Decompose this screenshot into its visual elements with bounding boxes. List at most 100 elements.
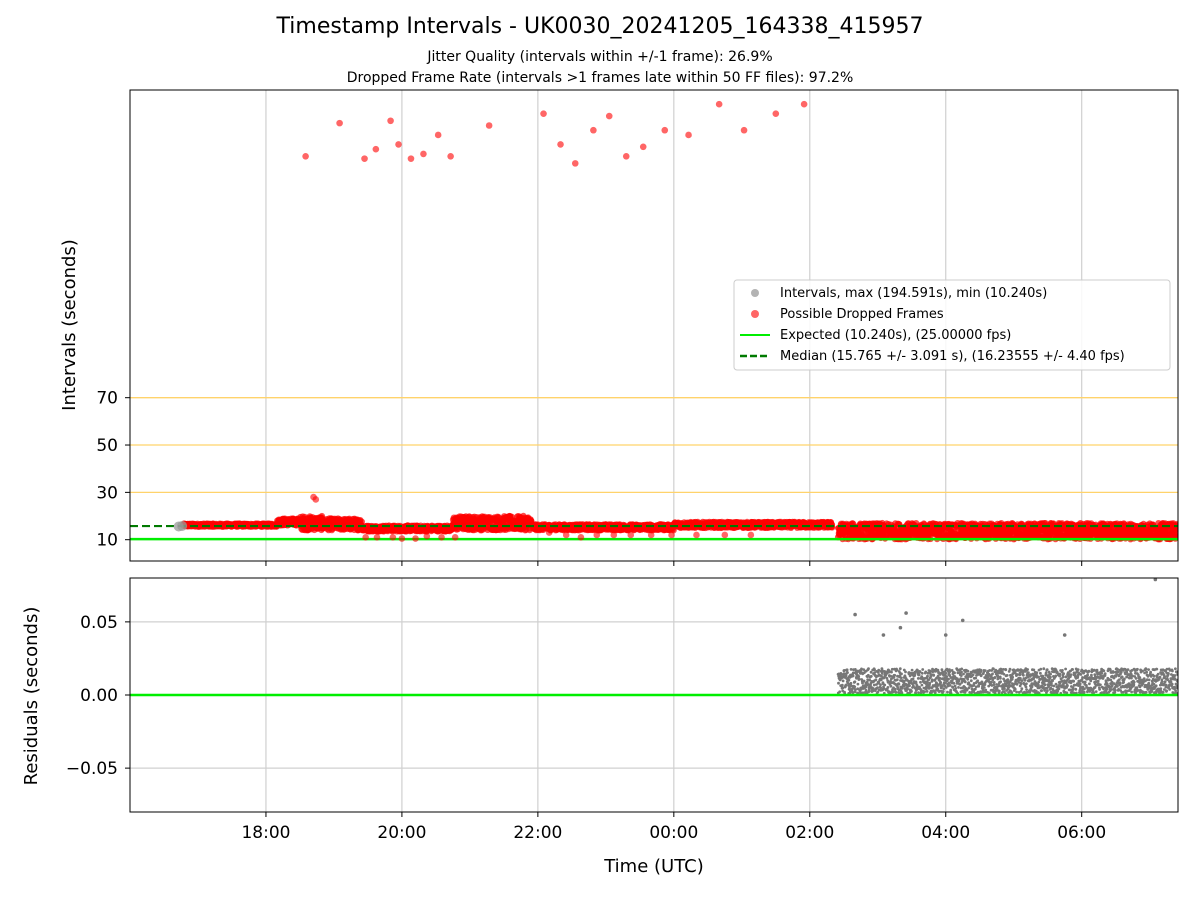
residual-band-point <box>972 684 976 687</box>
residual-band-point <box>916 677 920 680</box>
residual-band-point <box>897 682 901 686</box>
residual-band-point <box>971 673 975 677</box>
residual-band-point <box>851 671 855 675</box>
residual-band-point <box>871 689 875 693</box>
residual-band-point <box>982 686 986 689</box>
residual-band-point <box>928 681 932 685</box>
residual-band-point <box>999 676 1002 680</box>
residual-band-point <box>849 681 853 685</box>
residual-band-point <box>930 678 934 682</box>
legend: Intervals, max (194.591s), min (10.240s)… <box>733 279 1171 371</box>
residual-band-point <box>954 687 958 690</box>
residual-band-point <box>953 671 956 675</box>
residual-band-point <box>1012 668 1016 672</box>
residual-band-point <box>1019 689 1023 693</box>
residual-band-point <box>1010 677 1014 681</box>
residual-band-point <box>869 670 873 674</box>
residual-band-point <box>913 671 917 675</box>
residual-band-point <box>960 667 964 671</box>
dropped-frame-point <box>434 131 442 139</box>
residual-band-point <box>846 681 850 685</box>
residual-band-point <box>1007 670 1011 673</box>
residual-band-point <box>929 669 932 673</box>
residual-band-point <box>974 685 978 689</box>
dropped-frame-point <box>647 531 655 539</box>
dropped-frame-point <box>361 155 368 162</box>
residual-band-point <box>898 667 902 671</box>
residual-band-point <box>871 687 875 690</box>
residual-band-point <box>867 667 870 671</box>
dropped-frame-point <box>668 531 675 539</box>
legend-label-dropped: Possible Dropped Frames <box>780 307 944 322</box>
chart-title: Timestamp Intervals - UK0030_20241205_16… <box>276 14 924 39</box>
residual-band-point <box>942 687 946 691</box>
dropped-frame-point <box>685 131 692 139</box>
dropped-frame-point <box>661 126 669 134</box>
residual-band-point <box>998 689 1001 693</box>
residual-band-point <box>944 686 948 689</box>
legend-label-median: Median (15.765 +/- 3.091 s), (16.23555 +… <box>780 349 1125 364</box>
dropped-frame-point <box>772 110 780 117</box>
residual-band-point <box>927 678 931 682</box>
residual-band-point <box>899 676 903 680</box>
residual-band-point <box>847 678 851 682</box>
dropped-frame-point <box>590 126 597 134</box>
residual-band-point <box>841 679 845 683</box>
residual-band-point <box>879 686 883 690</box>
residual-band-point <box>875 683 878 686</box>
residual-band-point <box>848 686 851 689</box>
residual-band-point <box>1015 690 1018 694</box>
residual-band-point <box>867 688 871 691</box>
residual-band-point <box>1008 667 1012 671</box>
residual-band-point <box>1011 675 1014 679</box>
residual-band-point <box>906 687 909 691</box>
residual-band-point <box>883 683 887 687</box>
residual-band-point <box>868 678 872 682</box>
dropped-frame-point <box>721 531 729 539</box>
residual-band-point <box>969 679 973 683</box>
dropped-frame-point <box>485 122 493 129</box>
residual-band-point <box>940 668 944 672</box>
residual-band-point <box>949 688 953 692</box>
residual-band-point <box>1002 668 1005 671</box>
residual-band-point <box>892 676 896 679</box>
dropped-frame-point <box>593 531 601 539</box>
residual-band-point <box>853 685 857 689</box>
residual-band-point <box>926 674 929 678</box>
residual-band-point <box>941 690 945 693</box>
residual-band-point <box>920 671 924 675</box>
residual-band-point <box>953 684 957 688</box>
residual-band-point <box>996 677 1000 681</box>
residual-band-point <box>1022 673 1025 677</box>
dropped-frame-point <box>540 110 547 117</box>
dropped-frame-point <box>639 143 647 151</box>
residual-band-point <box>992 683 996 687</box>
residual-band-point <box>861 681 864 685</box>
residuals-panel: 0.050.00−0.05 18:00 20:00 22:00 00:00 02:00 0… <box>21 577 1179 877</box>
top-y-tick-label: 50 <box>96 436 118 456</box>
residual-band-point <box>879 683 882 687</box>
chart-subtitle-dropped: Dropped Frame Rate (intervals >1 frames … <box>346 70 854 86</box>
residual-band-point <box>952 681 956 685</box>
residual-band-point <box>856 682 860 686</box>
interval-point <box>177 520 188 531</box>
residual-band-point <box>914 681 918 685</box>
residual-band-point <box>910 690 913 693</box>
dropped-frame-point <box>423 532 431 540</box>
residual-band-point <box>885 676 889 680</box>
dropped-frame-point <box>571 160 579 167</box>
residual-band-point <box>997 684 1001 688</box>
dropped-frame-point <box>605 112 613 120</box>
dropped-frame-point <box>336 119 343 127</box>
intervals-x-tick-marks <box>265 561 1083 566</box>
residual-band-point <box>988 669 992 672</box>
residual-band-point <box>894 691 898 694</box>
residual-band-point <box>994 668 998 672</box>
residual-band-point <box>911 677 915 681</box>
dropped-frame-point <box>715 100 723 108</box>
residual-band-point <box>929 673 933 676</box>
dropped-frame-point <box>545 529 553 536</box>
dropped-frame-point <box>398 535 406 542</box>
